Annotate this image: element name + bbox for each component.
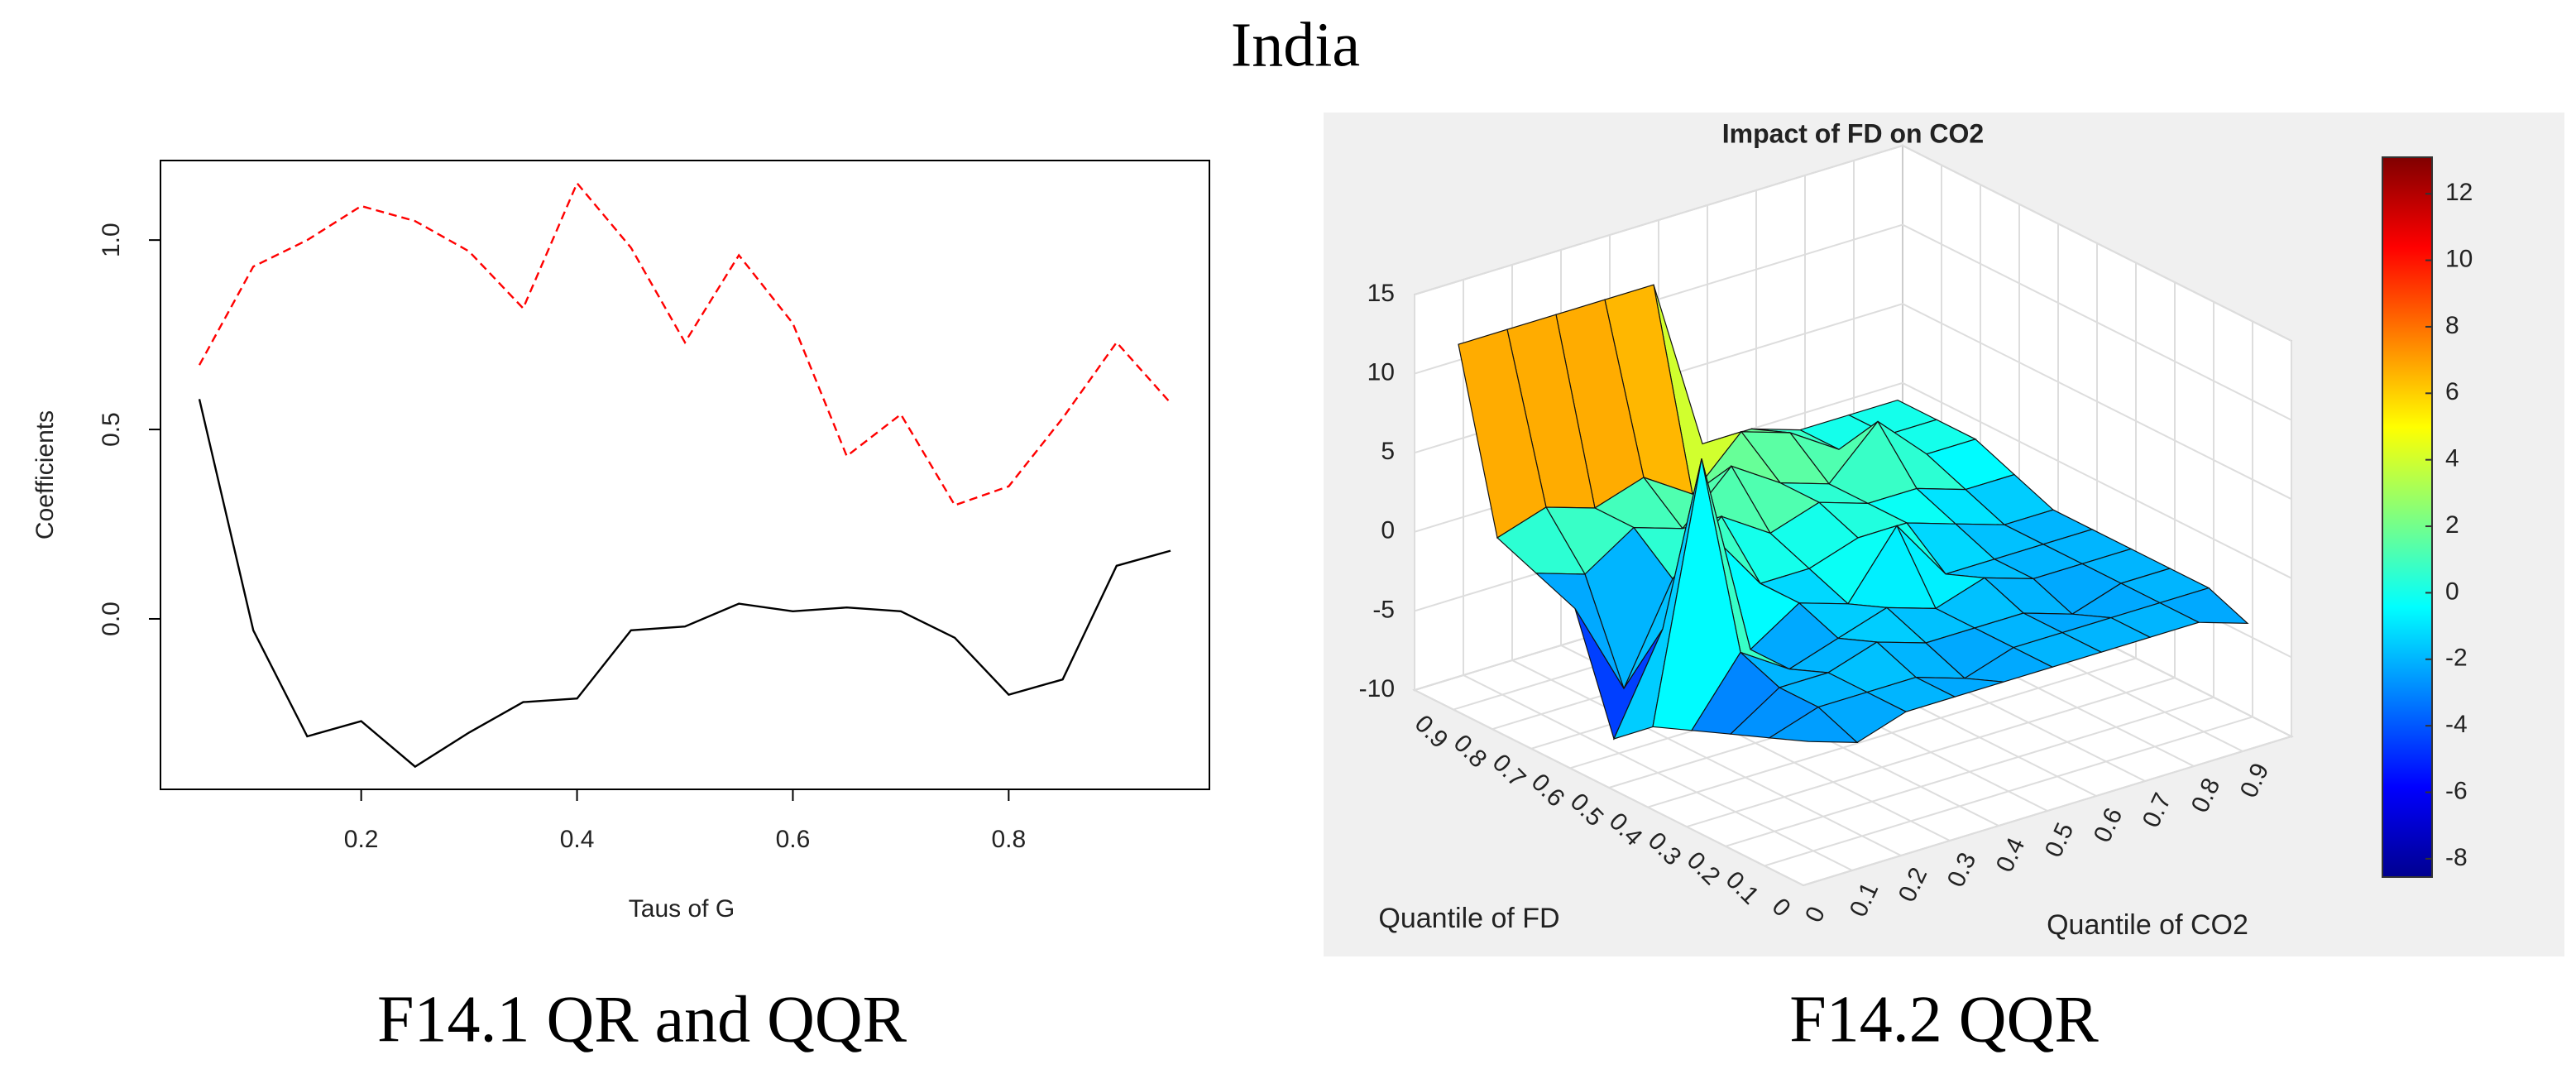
- y-tick-label: 1.0: [98, 223, 125, 257]
- colorbar-tick-label: 8: [2445, 312, 2459, 339]
- colorbar-tick-label: -8: [2445, 844, 2468, 871]
- line-series: [198, 181, 1171, 507]
- z-tick-label: -5: [1372, 596, 1395, 623]
- grid-line: [1414, 144, 2292, 342]
- y-tick-label: 0.0: [98, 602, 125, 636]
- x-axis-label: Taus of G: [629, 895, 735, 923]
- z-tick-label: 0: [1381, 517, 1395, 544]
- plot-box: [160, 160, 1210, 790]
- caption: F14.2 QQR: [1789, 983, 2099, 1056]
- x-tick-label: 0.2: [344, 826, 379, 853]
- colorbar-tick-label: 2: [2445, 511, 2459, 539]
- y-axis-label: Coefficients: [31, 410, 59, 539]
- x-tick-label: 0.4: [560, 826, 595, 853]
- z-tick-label: 15: [1367, 280, 1395, 307]
- line-series: [198, 399, 1171, 769]
- colorbar-tick-label: -6: [2445, 777, 2468, 804]
- x-tick-label: 0.8: [991, 826, 1026, 853]
- colorbar-tick-label: -2: [2445, 645, 2468, 672]
- surface-cell: [1768, 706, 1859, 744]
- x-axis-label: Quantile of FD: [1378, 903, 1559, 934]
- figure-title: India: [1231, 10, 1360, 79]
- z-tick-label: 5: [1381, 438, 1395, 465]
- chart-title: Impact of FD on CO2: [1722, 118, 1984, 148]
- caption: F14.1 QR and QQR: [377, 983, 907, 1056]
- y-tick-label: 0.5: [98, 412, 125, 447]
- colorbar-tick-label: 4: [2445, 445, 2459, 472]
- colorbar-tick-label: 6: [2445, 378, 2459, 405]
- z-tick-label: 10: [1367, 359, 1395, 386]
- x-tick-label: 0.6: [776, 826, 811, 853]
- z-tick-label: -10: [1359, 675, 1395, 702]
- colorbar-tick-label: 10: [2445, 245, 2473, 272]
- colorbar-tick-label: 12: [2445, 179, 2473, 206]
- colorbar-tick-label: 0: [2445, 578, 2459, 605]
- colorbar-tick-label: -4: [2445, 711, 2468, 738]
- y-axis-label: Quantile of CO2: [2047, 909, 2248, 941]
- colorbar: [2382, 156, 2433, 878]
